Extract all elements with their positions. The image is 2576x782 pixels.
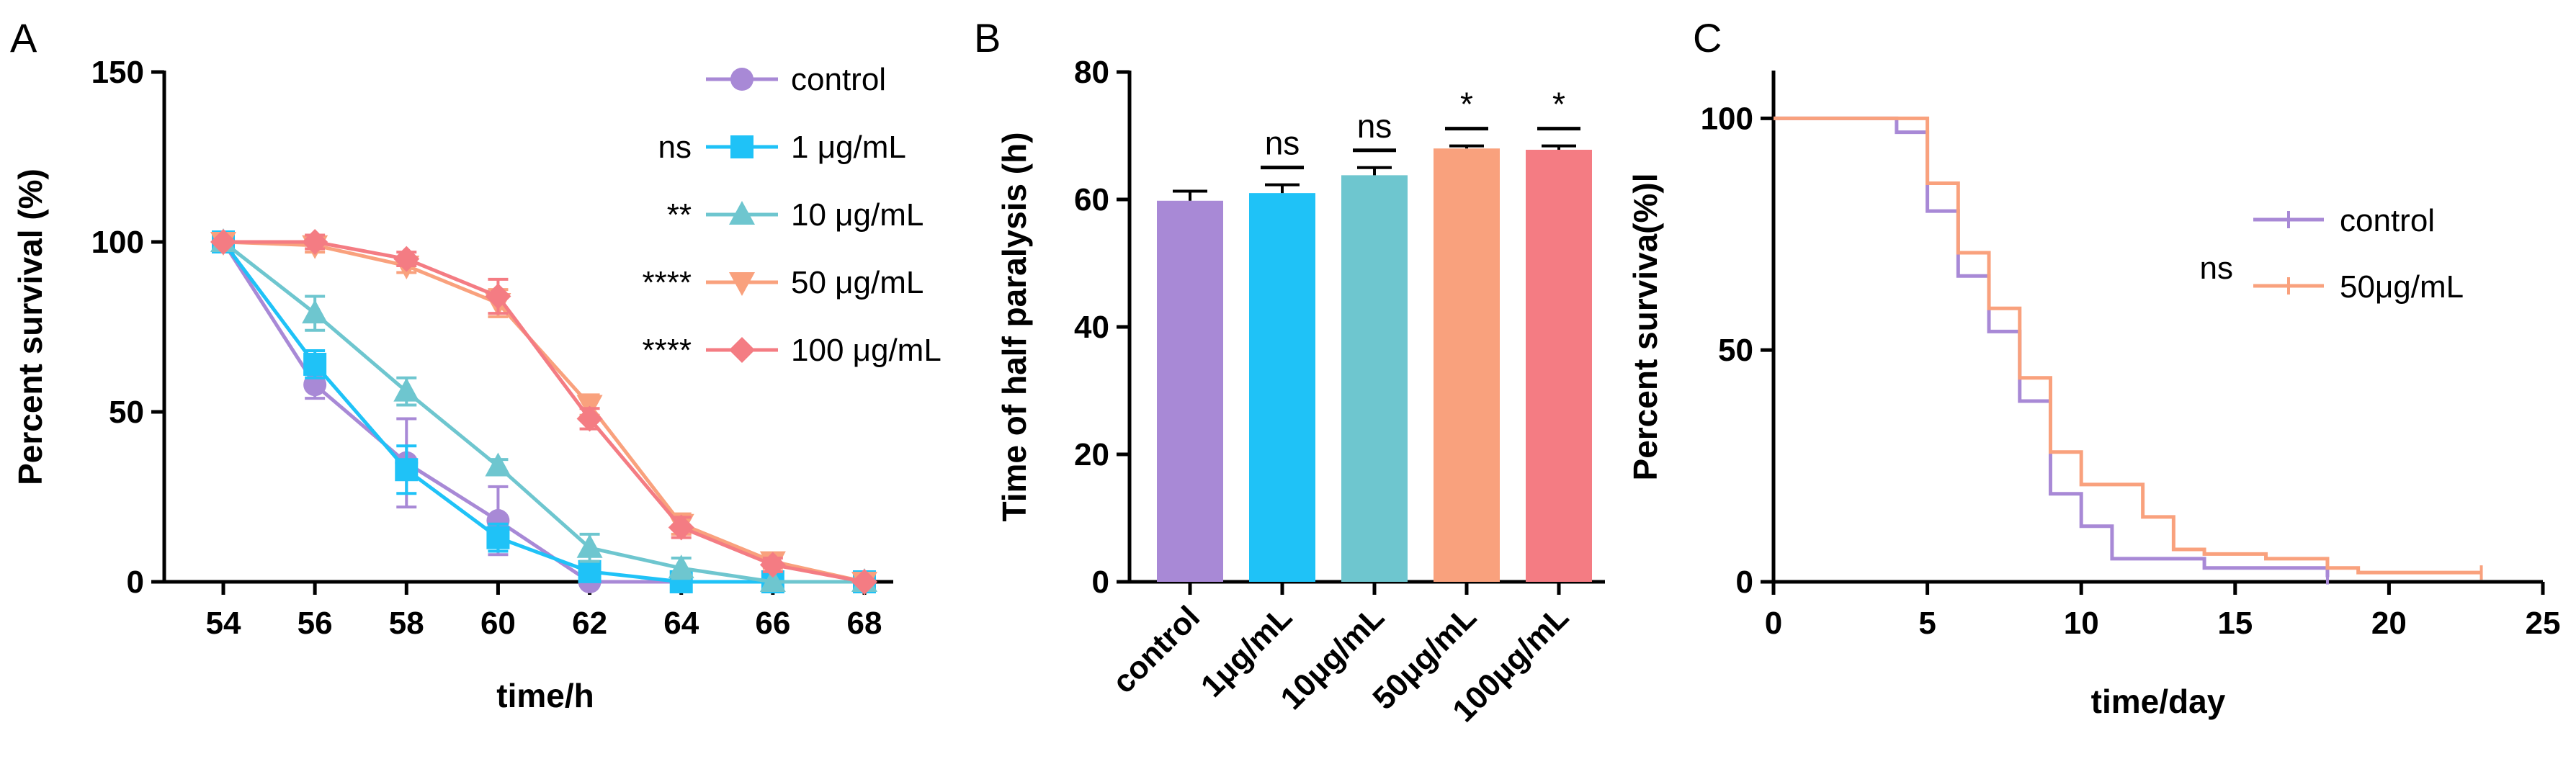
data-point-a [393, 246, 420, 272]
series-line-a [221, 241, 864, 584]
significance-label-b: ns [1265, 125, 1300, 162]
y-tick-label-c: 50 [1718, 333, 1753, 368]
x-tick-label-c: 0 [1765, 606, 1782, 641]
bar-b [1249, 193, 1315, 582]
data-point-a [303, 352, 327, 376]
x-tick-label-c: 20 [2371, 606, 2407, 641]
y-tick-label-a: 0 [127, 565, 144, 600]
chart-c: C 0 50 100 0 5 10 15 20 25 time/day Percent surviv… [1627, 15, 2560, 720]
data-point-a [395, 458, 419, 482]
bar-b [1341, 175, 1408, 582]
y-tick-label-b: 0 [1092, 565, 1109, 600]
bar-b [1526, 149, 1592, 583]
significance-label-c: ns [2200, 251, 2233, 286]
panel-a-label: A [10, 15, 37, 60]
significance-label-a: **** [643, 265, 692, 300]
step-line-c [1774, 116, 2330, 577]
data-point-a [210, 229, 236, 255]
legend-marker-a [730, 135, 753, 158]
significance-label-b: * [1552, 86, 1565, 123]
legend-marker-a [729, 337, 755, 363]
x-tick-label-a: 60 [480, 606, 516, 641]
data-point-a [393, 377, 420, 402]
significance-label-a: ** [667, 197, 692, 233]
y-tick-label-b: 60 [1074, 182, 1109, 217]
y-tick-label-b: 40 [1074, 310, 1109, 345]
chart-a: A 0 50 100 150 54 56 58 60 62 64 66 68 time/h Percent… [10, 15, 942, 714]
data-point-a [485, 452, 511, 477]
x-tick-label-c: 5 [1918, 606, 1936, 641]
legend-marker-a [729, 201, 755, 225]
significance-label-b: * [1460, 86, 1473, 123]
y-tick-label-b: 20 [1074, 437, 1109, 472]
significance-label-a: ns [658, 130, 692, 165]
data-point-a [486, 526, 510, 549]
legend-label-c: control [2340, 203, 2435, 238]
data-point-a [759, 552, 786, 578]
y-tick-label-c: 0 [1736, 565, 1753, 600]
data-point-a [302, 300, 328, 324]
x-axis-label-a: time/h [496, 677, 594, 714]
series-line-a [221, 241, 864, 584]
legend-label-a: control [791, 62, 886, 97]
x-tick-label-a: 58 [389, 606, 424, 641]
y-tick-label-a: 150 [91, 55, 144, 90]
data-point-a [759, 568, 786, 592]
legend-label-a: 100 μg/mL [791, 333, 942, 368]
category-label-b: control [1106, 599, 1207, 700]
y-tick-label-a: 50 [109, 395, 144, 430]
y-axis-label-c: Percent surviva(%)l [1627, 174, 1664, 481]
x-tick-label-a: 64 [663, 606, 699, 641]
series-line-a [222, 241, 864, 584]
significance-label-a: **** [643, 333, 692, 368]
legend-marker-a [730, 68, 753, 91]
bar-b [1157, 200, 1223, 582]
series-line-a [223, 240, 865, 584]
x-tick-label-c: 10 [2064, 606, 2099, 641]
data-point-a [668, 554, 694, 579]
y-axis-label-a: Percent survival (%) [12, 168, 49, 485]
x-tick-label-c: 25 [2526, 606, 2561, 641]
legend-label-a: 50 μg/mL [791, 265, 923, 300]
y-tick-label-c: 100 [1701, 101, 1753, 136]
x-tick-label-a: 56 [298, 606, 333, 641]
series-line-a [223, 240, 865, 584]
data-point-a [851, 569, 877, 595]
legend-label-c: 50μg/mL [2340, 269, 2464, 305]
panel-c-label: C [1693, 15, 1722, 60]
x-tick-label-a: 68 [847, 606, 882, 641]
data-point-a [302, 229, 328, 255]
step-line-c [1774, 116, 2482, 575]
x-tick-label-a: 54 [206, 606, 241, 641]
panel-b-label: B [974, 15, 1001, 60]
x-axis-label-c: time/day [2091, 683, 2226, 720]
legend-label-a: 1 μg/mL [791, 130, 906, 165]
y-tick-label-b: 80 [1074, 55, 1109, 90]
x-tick-label-c: 15 [2217, 606, 2253, 641]
y-tick-label-a: 100 [91, 225, 144, 260]
x-tick-label-a: 62 [572, 606, 607, 641]
legend-marker-a [729, 272, 755, 296]
data-point-a [668, 514, 694, 541]
data-point-a [576, 534, 603, 558]
data-point-a [485, 283, 511, 310]
legend-label-a: 10 μg/mL [791, 197, 923, 233]
bar-b [1434, 148, 1500, 582]
y-axis-label-b: Time of half paralysis (h) [996, 132, 1033, 521]
x-tick-label-a: 66 [755, 606, 790, 641]
chart-b: B 0 20 40 60 80 Time of half paralysis (h) con… [974, 15, 1605, 729]
data-point-a [578, 559, 601, 583]
significance-label-b: ns [1357, 107, 1392, 145]
data-point-a [576, 405, 603, 432]
